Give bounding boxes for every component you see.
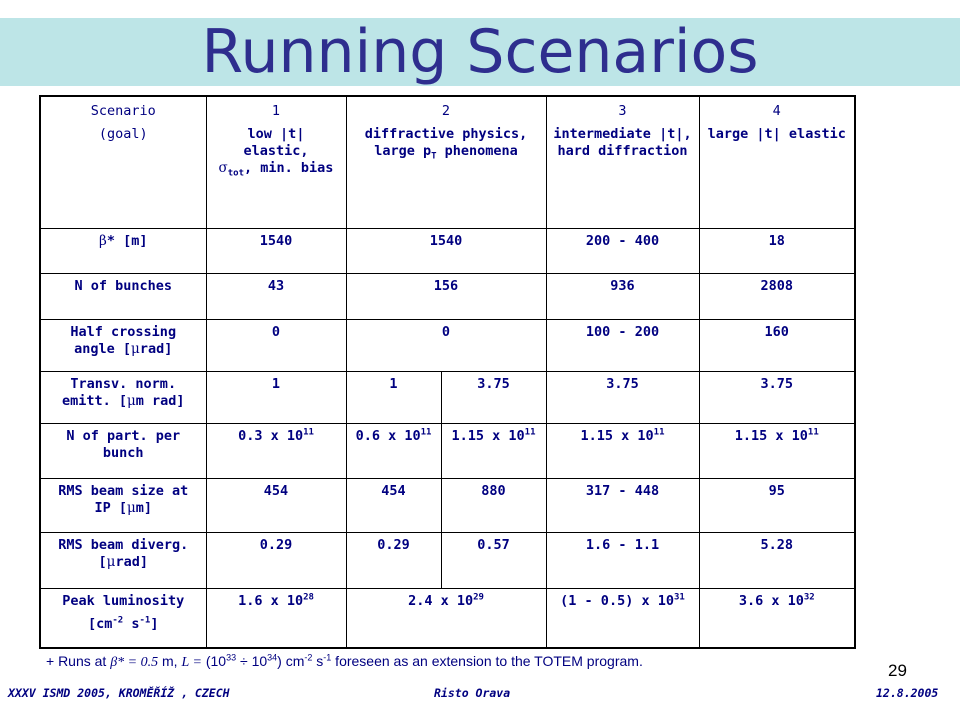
cell: 0.29 [345,532,442,589]
table-row-emittance: Transv. norm. emitt. [μm rad] 1 1 3.75 3… [39,371,856,425]
cell: 2808 [698,273,856,320]
table-row-crossing: Half crossing angle [μrad] 0 0 100 - 200… [39,318,856,373]
header-cell-scenario: Scenario (goal) [39,95,207,229]
cell: 95 [698,477,856,534]
row-label-divergence: RMS beam diverg. [μrad] [39,532,207,589]
cell: 0.57 [440,532,547,589]
row-label-crossing: Half crossing angle [μrad] [39,318,207,373]
page-number: 29 [888,661,907,680]
cell: 3.75 [545,371,700,425]
cell: 1540 [345,227,547,275]
row-label-particles: N of part. per bunch [39,423,207,479]
cell: 3.6 x 1032 [698,587,856,649]
scenarios-table: Scenario (goal) 1 low |t| elastic, σtot,… [39,95,856,649]
cell: 1 [205,371,347,425]
header-cell-1: 1 low |t| elastic, σtot, min. bias [205,95,347,229]
cell: 3.75 [440,371,547,425]
cell: (1 - 0.5) x 1031 [545,587,700,649]
cell: 1.6 - 1.1 [545,532,700,589]
table-row-particles: N of part. per bunch 0.3 x 1011 0.6 x 10… [39,423,856,479]
cell: 1.15 x 1011 [440,423,547,479]
cell: 0.29 [205,532,347,589]
cell: 2.4 x 1029 [345,587,547,649]
row-label-beta: β* [m] [39,227,207,275]
row-label-luminosity: Peak luminosity [cm-2 s-1] [39,587,207,649]
row-label-beam-size: RMS beam size at IP [μm] [39,477,207,534]
table-row-bunches: N of bunches 43 156 936 2808 [39,273,856,320]
cell: 1.6 x 1028 [205,587,347,649]
cell: 317 - 448 [545,477,700,534]
cell: 0 [205,318,347,373]
cell: 0 [345,318,547,373]
cell: 43 [205,273,347,320]
cell: 1 [345,371,442,425]
cell: 160 [698,318,856,373]
table-row-divergence: RMS beam diverg. [μrad] 0.29 0.29 0.57 1… [39,532,856,589]
header-cell-4: 4 large |t| elastic [698,95,856,229]
cell: 100 - 200 [545,318,700,373]
header-cell-2: 2 diffractive physics, large pT phenomen… [345,95,547,229]
footer-date: 12.8.2005 [876,686,939,700]
row-label-bunches: N of bunches [39,273,207,320]
cell: 880 [440,477,547,534]
cell: 454 [345,477,442,534]
table-row-beta: β* [m] 1540 1540 200 - 400 18 [39,227,856,275]
cell: 454 [205,477,347,534]
title-band [0,18,960,86]
cell: 936 [545,273,700,320]
footer-author: Risto Orava [434,686,511,700]
cell: 3.75 [698,371,856,425]
cell: 156 [345,273,547,320]
footer-conference: XXXV ISMD 2005, KROMĚŘÍŽ , CZECH [8,686,230,700]
footnote: + Runs at β* = 0.5 m, L = (1033 ÷ 1034) … [46,652,643,670]
slide-title: Running Scenarios [201,17,759,87]
table-row-header: Scenario (goal) 1 low |t| elastic, σtot,… [39,95,856,229]
table-row-luminosity: Peak luminosity [cm-2 s-1] 1.6 x 1028 2.… [39,587,856,649]
cell: 200 - 400 [545,227,700,275]
cell: 1540 [205,227,347,275]
row-label-emittance: Transv. norm. emitt. [μm rad] [39,371,207,425]
header-cell-3: 3 intermediate |t|, hard diffraction [545,95,700,229]
cell: 1.15 x 1011 [545,423,700,479]
cell: 18 [698,227,856,275]
cell: 0.3 x 1011 [205,423,347,479]
cell: 5.28 [698,532,856,589]
cell: 1.15 x 1011 [698,423,856,479]
table-row-beam-size: RMS beam size at IP [μm] 454 454 880 317… [39,477,856,534]
cell: 0.6 x 1011 [345,423,442,479]
